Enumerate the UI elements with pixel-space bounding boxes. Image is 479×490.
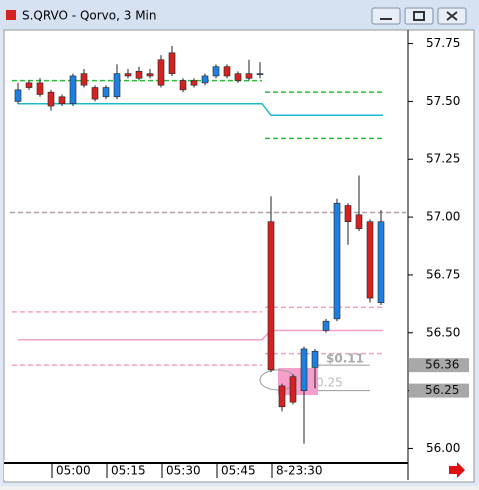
x-tick-label: 8-23:30 (276, 464, 323, 478)
annotation: $0.11 (326, 352, 364, 366)
candle-body (69, 75, 77, 105)
y-tick-label: 56.50 (426, 325, 460, 339)
y-tick-label: 57.50 (426, 94, 460, 108)
maximize-icon (413, 11, 425, 21)
candle-body (102, 87, 110, 98)
minimize-button[interactable] (371, 7, 401, 25)
candle-body (113, 73, 121, 98)
window-title: S.QRVO - Qorvo, 3 Min (22, 9, 157, 23)
candle-body (366, 221, 374, 299)
candle-body (80, 73, 88, 86)
candle-body (278, 385, 286, 408)
candle-body (256, 73, 264, 75)
candle-body (311, 350, 319, 368)
candle-body (201, 75, 209, 84)
candle-body (355, 214, 363, 229)
chart-panel (3, 29, 475, 483)
candle-body (58, 96, 66, 105)
annotation: 0.25 (316, 376, 343, 390)
candle-body (157, 59, 165, 86)
candle-body (124, 73, 132, 77)
scroll-arrow[interactable] (449, 462, 465, 478)
candle-body (179, 80, 187, 91)
x-tick-label: 05:00 (56, 464, 91, 478)
maximize-button[interactable] (404, 7, 434, 25)
y-tick-label: 57.75 (426, 36, 460, 50)
price-marker-box (409, 358, 469, 373)
y-tick-label: 57.00 (426, 210, 460, 224)
price-marker-label: 56.36 (425, 358, 459, 372)
candle-body (333, 202, 341, 320)
candle-body (47, 91, 55, 107)
x-tick-label: 05:15 (111, 464, 146, 478)
candle-body (289, 376, 297, 403)
y-tick-label: 56.00 (426, 441, 460, 455)
candle-body (91, 87, 99, 100)
candle-body (212, 66, 220, 77)
candle-body (25, 82, 33, 88)
close-icon (446, 11, 458, 21)
candle-body (234, 73, 242, 81)
x-tick-label: 05:45 (221, 464, 256, 478)
time-axis (4, 460, 408, 480)
price-marker-label: 56.25 (425, 383, 459, 397)
y-tick-label: 56.75 (426, 267, 460, 281)
app-icon (6, 10, 16, 20)
candle-body (168, 52, 176, 74)
y-tick-label: 57.25 (426, 152, 460, 166)
candle-body (267, 221, 275, 371)
candle-body (135, 71, 143, 79)
candle-body (245, 73, 253, 79)
candle-body (377, 221, 385, 303)
price-marker-box (409, 383, 469, 398)
candle-body (223, 66, 231, 77)
candle-body (322, 320, 330, 331)
candle-body (14, 89, 22, 102)
level-line (18, 102, 383, 117)
x-tick-label: 05:30 (166, 464, 201, 478)
candle-body (190, 80, 198, 86)
candle-body (36, 82, 44, 95)
candle-body (146, 73, 154, 77)
candle-body (300, 348, 308, 391)
candle-body (344, 205, 352, 223)
